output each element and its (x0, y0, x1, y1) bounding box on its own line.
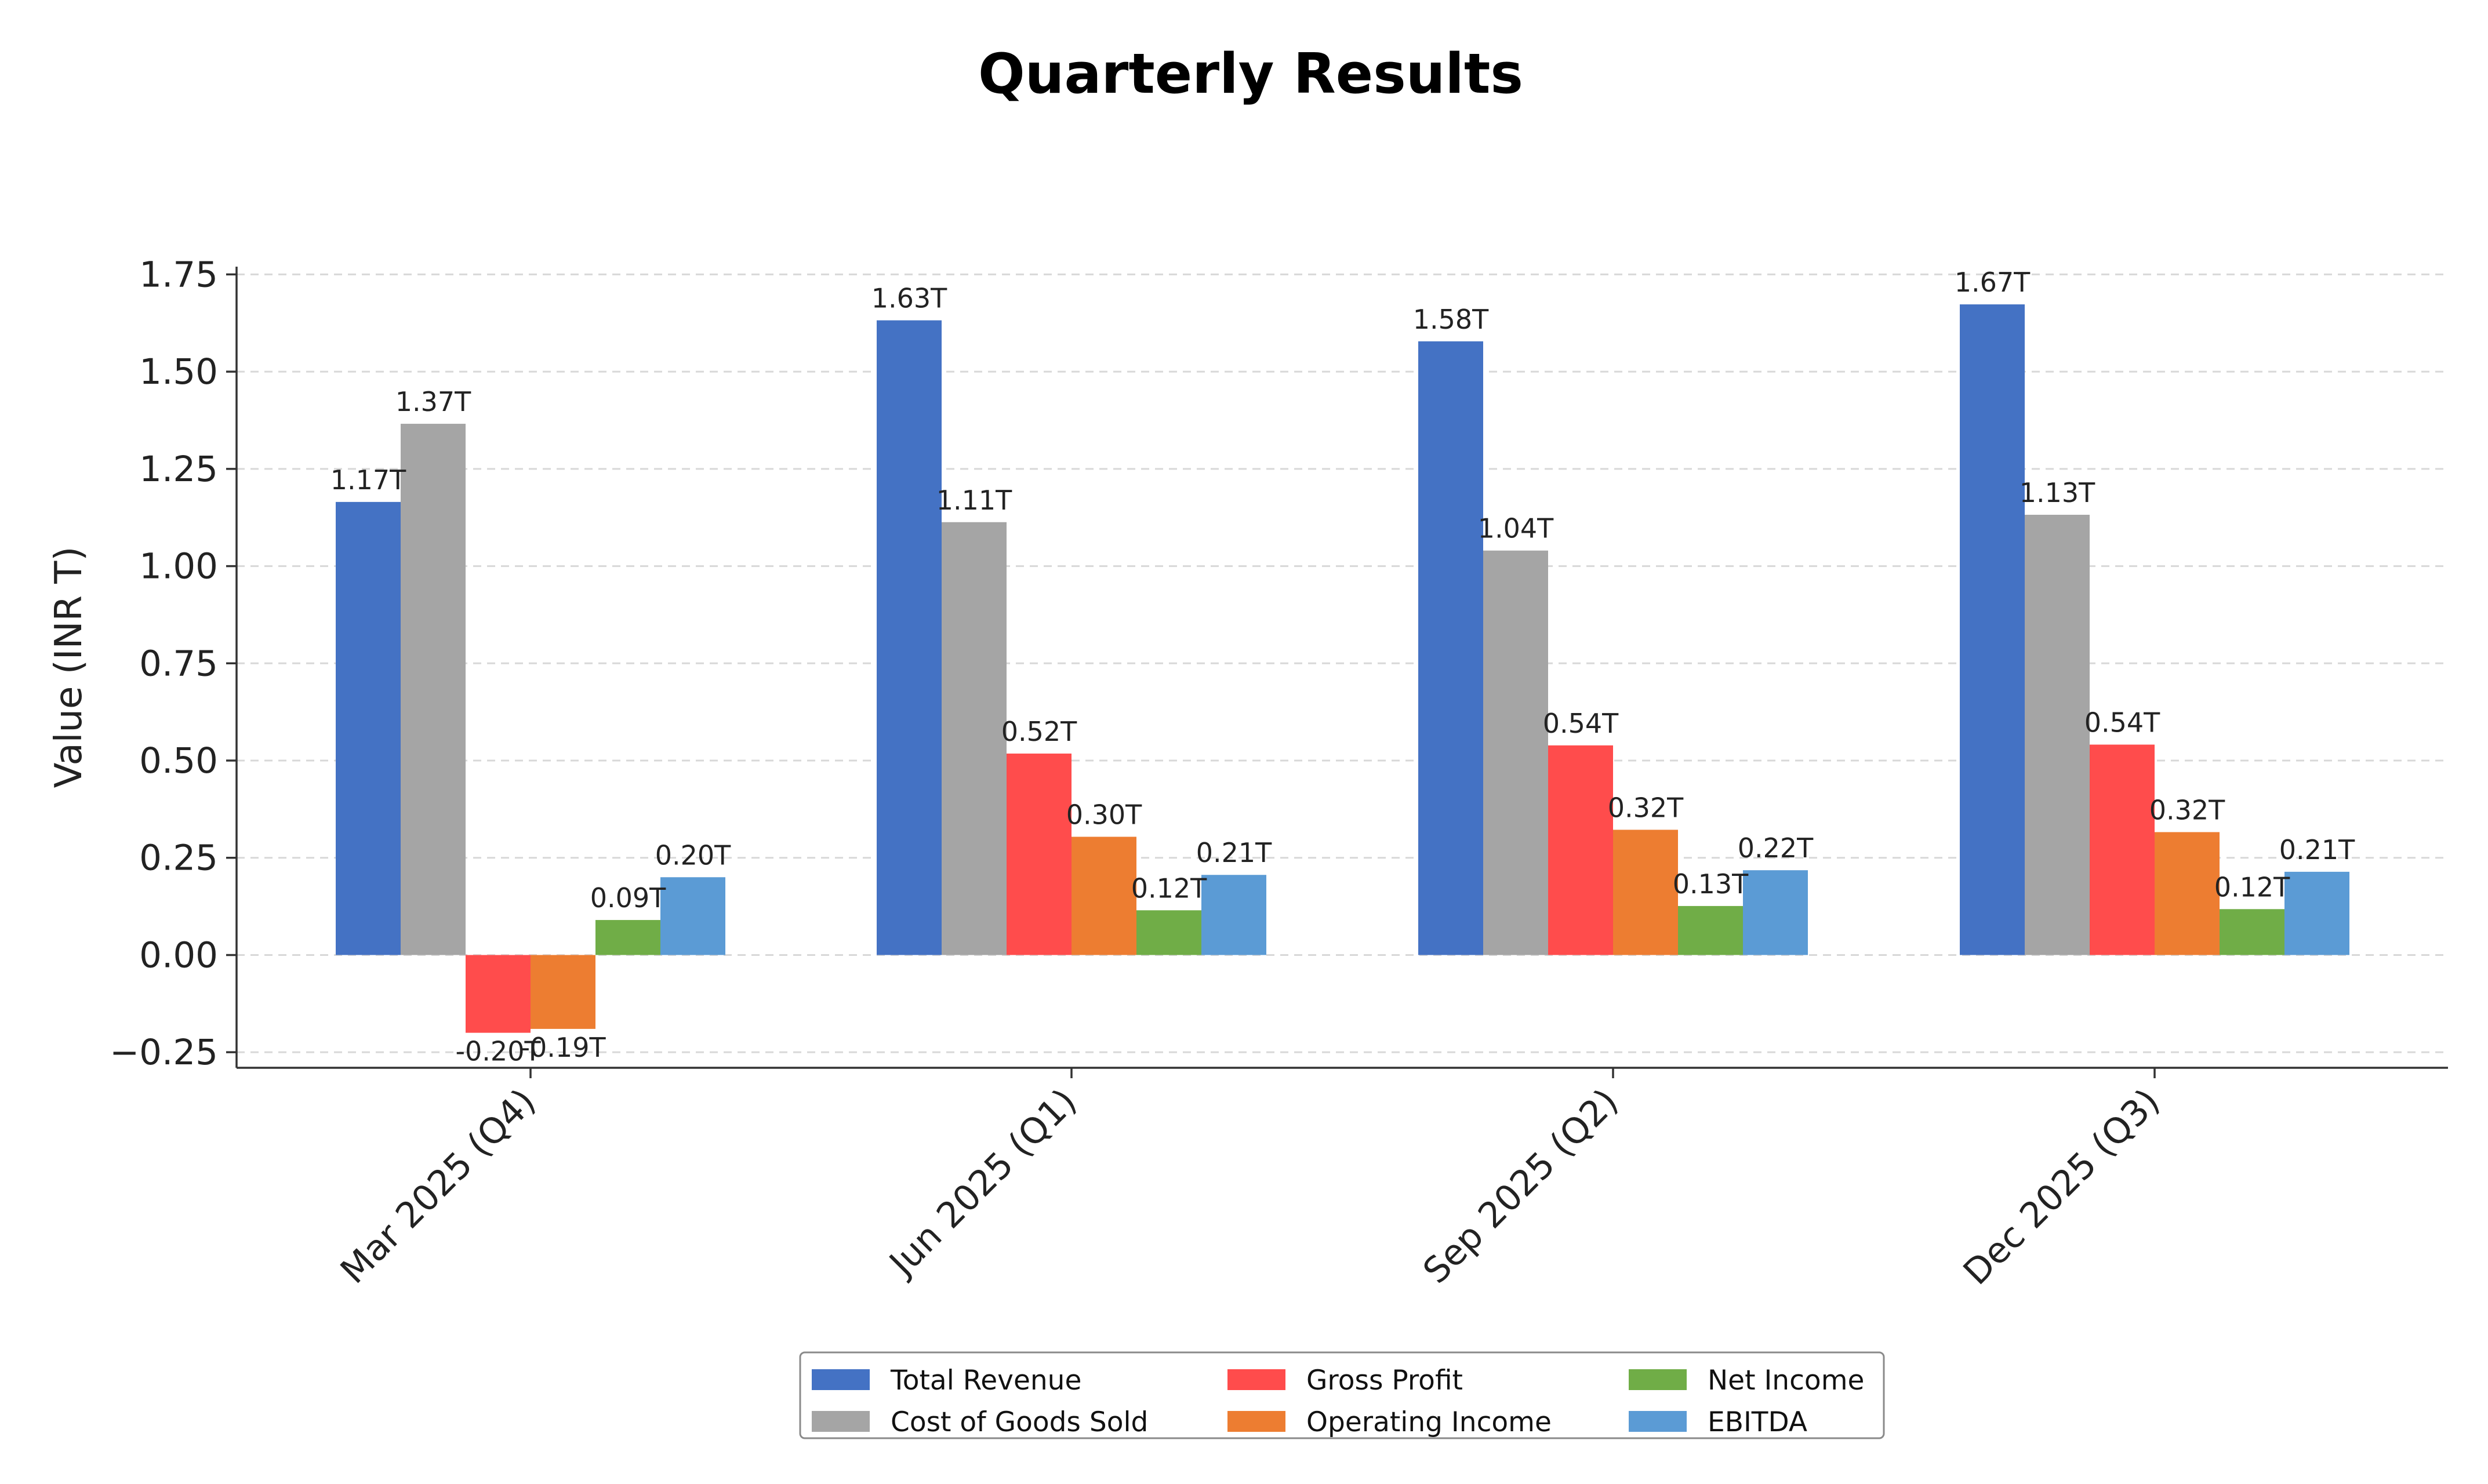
legend: Total Revenue Cost of Goods Sold Gross Pro… (799, 1351, 1885, 1439)
bar-gross-profit (1007, 753, 1072, 955)
chart-title: Quarterly Results (978, 42, 1523, 106)
legend-item: Net Income (1629, 1365, 1864, 1396)
data-label: 1.11T (936, 485, 1012, 516)
data-label: 0.21T (2279, 834, 2355, 865)
data-label: 0.32T (2149, 794, 2225, 825)
data-label: 0.54T (1543, 708, 1619, 739)
series-gross-profit (466, 744, 2155, 1033)
data-label: 0.20T (655, 839, 731, 871)
data-label: 1.58T (1413, 304, 1489, 335)
legend-label: EBITDA (1708, 1406, 1807, 1438)
bar-ebitda (660, 877, 725, 955)
series-cost-of-goods-sold (401, 424, 2090, 955)
bar-ebitda (1201, 875, 1266, 955)
y-axis-label: Value (INR T) (48, 547, 90, 788)
legend-item: Total Revenue (812, 1365, 1081, 1396)
series-net-income (595, 905, 2284, 955)
data-label: 1.37T (395, 386, 471, 417)
y-tick-label: 0.25 (139, 838, 218, 879)
bar-total-revenue (877, 320, 942, 955)
legend-frame (799, 1351, 1885, 1439)
bar-gross-profit (466, 955, 531, 1033)
legend-swatch (1629, 1411, 1687, 1432)
y-tick-label: −0.25 (110, 1032, 218, 1073)
bar-operating-income (2155, 832, 2220, 955)
data-label: 1.63T (871, 283, 947, 314)
y-tick-label: 1.00 (139, 546, 218, 587)
data-label: 0.52T (1001, 716, 1077, 747)
data-label: 1.13T (2020, 477, 2095, 508)
bar-cost-of-goods-sold (401, 424, 466, 955)
bar-net-income (2220, 909, 2284, 955)
legend-swatch (1629, 1369, 1687, 1390)
y-tick-label: 0.50 (139, 740, 218, 781)
bar-gross-profit (1548, 745, 1613, 955)
data-label: 0.13T (1673, 868, 1749, 900)
y-tick-label: 0.00 (139, 934, 218, 976)
bar-cost-of-goods-sold (1483, 550, 1548, 955)
data-label: -0.19T (520, 1032, 606, 1063)
bar-series (336, 304, 2349, 1033)
bar-ebitda (1743, 870, 1808, 955)
bar-net-income (1136, 910, 1201, 955)
axes (235, 267, 2448, 1069)
legend-label: Gross Profit (1306, 1365, 1463, 1396)
series-ebitda (660, 870, 2349, 955)
data-label: 0.09T (590, 882, 666, 914)
data-label: 1.17T (330, 464, 406, 496)
y-tick-label: 1.75 (139, 254, 218, 295)
legend-label: Net Income (1708, 1365, 1864, 1396)
bar-ebitda (2284, 871, 2349, 955)
legend-swatch (812, 1369, 870, 1390)
bar-total-revenue (336, 501, 401, 955)
legend-item: Operating Income (1227, 1406, 1552, 1438)
bar-net-income (1678, 905, 1743, 955)
legend-label: Total Revenue (890, 1365, 1081, 1396)
y-tick-label: 1.50 (139, 351, 218, 392)
data-label: 1.04T (1478, 513, 1554, 544)
bar-net-income (595, 920, 660, 955)
legend-label: Operating Income (1306, 1406, 1552, 1438)
bar-cost-of-goods-sold (942, 522, 1007, 955)
data-label: 0.30T (1066, 799, 1142, 831)
data-labels: 1.17T 1.63T 1.58T 1.67T 1.37T 1.11T 1.04T 1.13T… (330, 267, 2355, 1067)
bar-operating-income (1072, 836, 1136, 955)
legend-label: Cost of Goods Sold (891, 1406, 1148, 1438)
legend-item: Cost of Goods Sold (812, 1406, 1148, 1438)
data-label: -0.20T (455, 1036, 541, 1067)
bar-cost-of-goods-sold (2025, 515, 2090, 955)
legend-swatch (812, 1411, 870, 1432)
grid-lines (237, 273, 2448, 1053)
bar-total-revenue (1418, 341, 1483, 955)
data-label: 0.12T (2214, 871, 2290, 903)
y-tick-label: 0.75 (139, 643, 218, 684)
legend-item: Gross Profit (1227, 1365, 1463, 1396)
bar-gross-profit (2090, 744, 2155, 955)
data-label: 0.54T (2084, 707, 2160, 739)
bar-operating-income (1613, 830, 1678, 955)
y-tick-label: 1.25 (139, 449, 218, 490)
y-ticks: −0.25 0.00 0.25 0.50 0.75 1.00 1.25 1.50 1.75 (110, 254, 237, 1073)
bar-total-revenue (1960, 304, 2025, 955)
bar-operating-income (531, 955, 595, 1029)
legend-swatch (1227, 1411, 1285, 1432)
series-total-revenue (336, 304, 2025, 955)
legend-item: EBITDA (1629, 1406, 1807, 1438)
data-label: 1.67T (1955, 267, 2031, 298)
data-label: 0.12T (1131, 872, 1207, 904)
data-label: 0.21T (1196, 837, 1272, 868)
data-label: 0.32T (1608, 792, 1684, 823)
data-label: 0.22T (1738, 832, 1814, 864)
legend-swatch (1227, 1369, 1285, 1390)
series-operating-income (531, 830, 2220, 1029)
